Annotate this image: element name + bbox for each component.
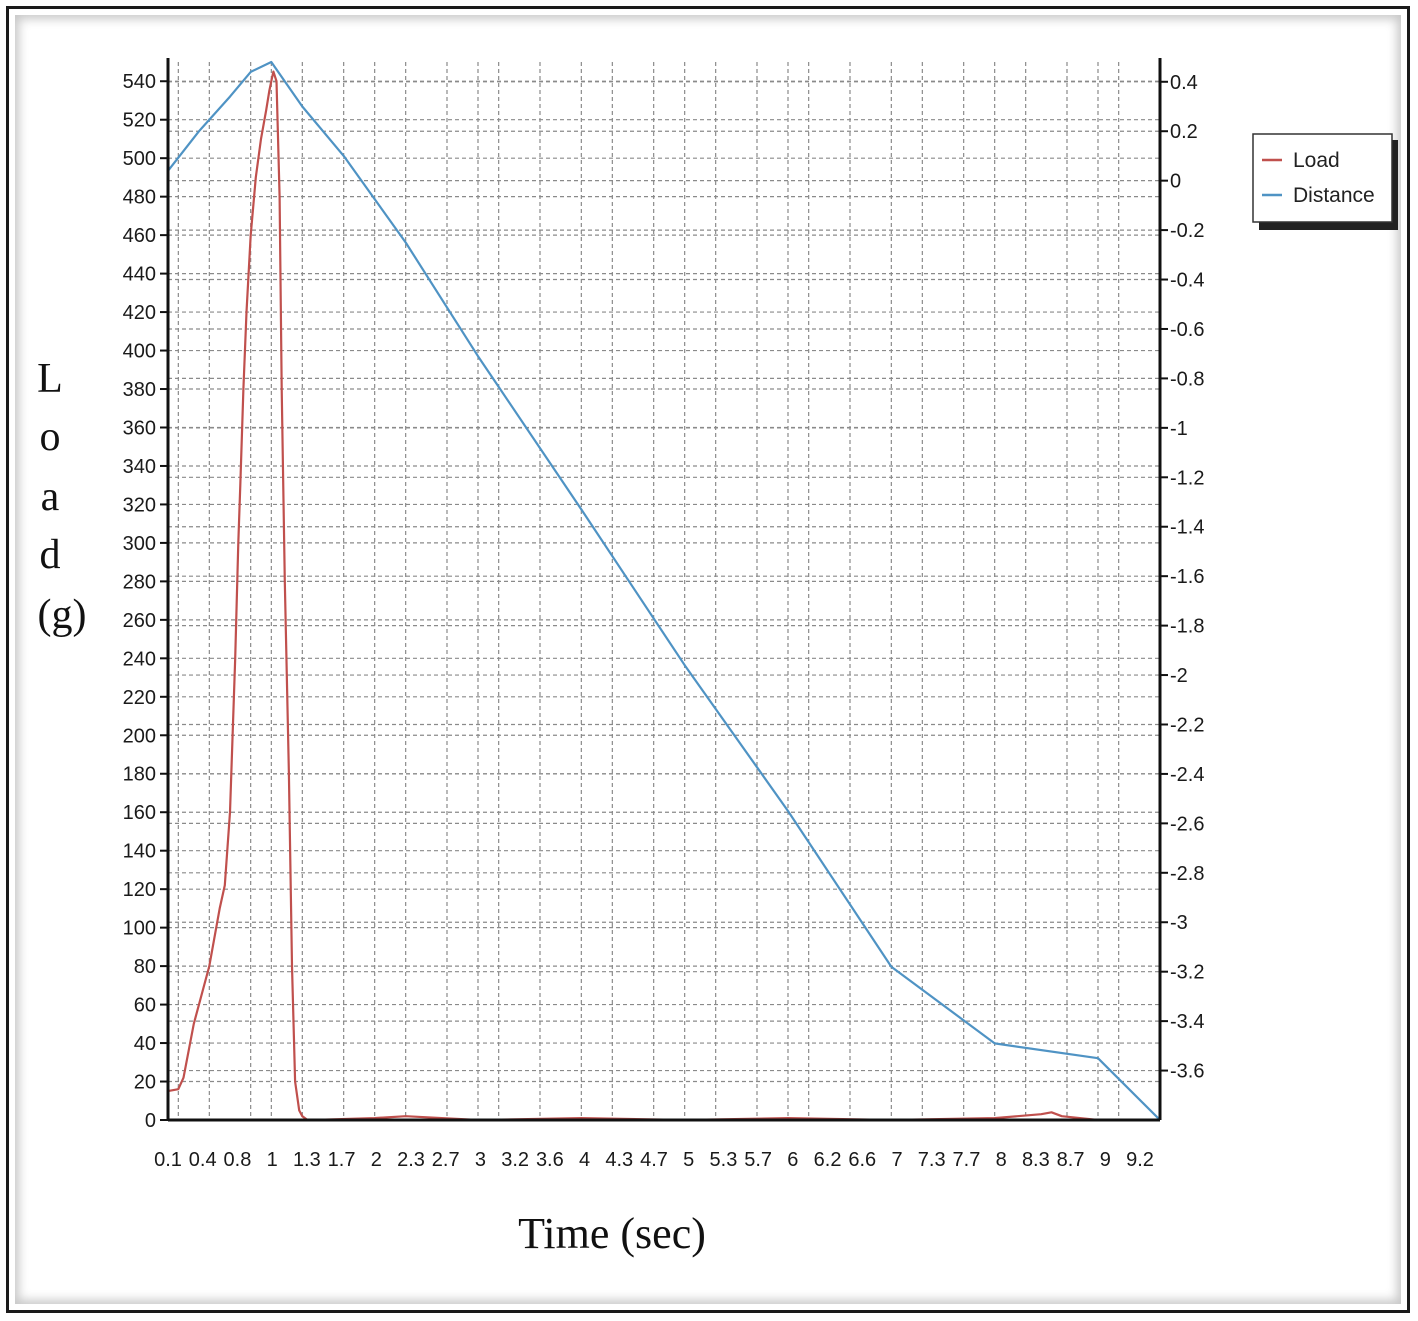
y-axis-label: Load (g) <box>37 356 86 638</box>
x-tick-label-3: 1 <box>267 1149 278 1171</box>
x-tick-label-20: 6.6 <box>848 1149 876 1171</box>
x-tick-label-8: 2.7 <box>432 1149 460 1171</box>
y-left-tick-label-15: 300 <box>123 533 156 555</box>
y-right-tick-label-2: 0 <box>1170 171 1181 193</box>
y-right-tick-label-12: -2 <box>1170 665 1188 687</box>
y-left-tick-label-26: 520 <box>123 110 156 132</box>
x-tick-label-28: 9.2 <box>1126 1149 1154 1171</box>
y-left-tick-label-25: 500 <box>123 148 156 170</box>
y-right-tick-label-1: 0.2 <box>1170 121 1198 143</box>
legend-load-label: Load <box>1293 149 1340 172</box>
y-right-tick-label-3: -0.2 <box>1170 220 1204 242</box>
y-right-tick-label-13: -2.2 <box>1170 714 1204 736</box>
y-left-tick-label-19: 380 <box>123 379 156 401</box>
x-tick-label-16: 5.3 <box>710 1149 738 1171</box>
x-tick-label-23: 7.7 <box>953 1149 981 1171</box>
y-left-tick-labels: 0 20 40 60 80 100 120 140 160 180 200 220 240 260 280 3… <box>123 71 168 1132</box>
grid <box>168 62 1160 1121</box>
y-right-tick-label-11: -1.8 <box>1170 616 1204 638</box>
x-axis-title: Time (sec) <box>518 1209 706 1258</box>
x-tick-label-2: 0.8 <box>224 1149 252 1171</box>
legend: Load Distance <box>1252 133 1398 230</box>
y-left-tick-label-4: 80 <box>134 956 156 978</box>
y-right-tick-label-14: -2.4 <box>1170 764 1204 786</box>
y-left-tick-label-0: 0 <box>145 1110 156 1132</box>
y-right-tick-label-19: -3.4 <box>1170 1011 1204 1033</box>
y-axis-label-letter-1: o <box>40 414 61 460</box>
x-tick-label-10: 3.2 <box>501 1149 529 1171</box>
x-tick-label-22: 7.3 <box>918 1149 946 1171</box>
y-left-tick-label-23: 460 <box>123 225 156 247</box>
x-tick-label-12: 4 <box>579 1149 590 1171</box>
y-left-tick-label-27: 540 <box>123 71 156 93</box>
y-axis-label-letter-2: a <box>41 474 60 520</box>
y-right-tick-label-8: -1.2 <box>1170 467 1204 489</box>
y-axis-label-letter-4: (g) <box>38 592 87 638</box>
x-tick-label-4: 1.3 <box>293 1149 321 1171</box>
x-tick-labels: 0.1 0.4 0.8 1 1.3 1.7 2 2.3 2.7 3 3.2 3.6 4 4.3 4.7 5 5.… <box>154 1149 1154 1171</box>
legend-distance-label: Distance <box>1293 184 1375 207</box>
y-right-tick-label-18: -3.2 <box>1170 962 1204 984</box>
x-tick-label-25: 8.3 <box>1022 1149 1050 1171</box>
x-tick-label-15: 5 <box>683 1149 694 1171</box>
y-right-tick-label-4: -0.4 <box>1170 270 1204 292</box>
y-left-tick-label-7: 140 <box>123 841 156 863</box>
y-left-tick-label-3: 60 <box>134 995 156 1017</box>
y-right-tick-label-5: -0.6 <box>1170 319 1204 341</box>
x-tick-label-11: 3.6 <box>536 1149 564 1171</box>
x-tick-label-14: 4.7 <box>640 1149 668 1171</box>
y-axis-label-letter-3: d <box>40 532 61 578</box>
x-tick-label-19: 6.2 <box>814 1149 842 1171</box>
y-right-tick-labels: 0.4 0.2 0 -0.2 -0.4 -0.6 -0.8 -1 -1.2 -1.4 -1.6 -1.… <box>1160 72 1204 1083</box>
y-left-tick-label-9: 180 <box>123 764 156 786</box>
y-left-tick-label-22: 440 <box>123 264 156 286</box>
y-left-tick-label-21: 420 <box>123 302 156 324</box>
y-left-tick-label-17: 340 <box>123 456 156 478</box>
y-left-tick-label-12: 240 <box>123 648 156 670</box>
figure-frame <box>6 6 1410 1313</box>
x-tick-label-5: 1.7 <box>328 1149 356 1171</box>
y-left-tick-label-10: 200 <box>123 725 156 747</box>
x-tick-label-27: 9 <box>1100 1149 1111 1171</box>
y-left-tick-label-13: 260 <box>123 610 156 632</box>
y-right-tick-label-9: -1.4 <box>1170 517 1204 539</box>
y-left-tick-label-20: 400 <box>123 341 156 363</box>
x-tick-label-9: 3 <box>475 1149 486 1171</box>
series-line-load <box>167 70 1150 1122</box>
y-axis-label-letter-0: L <box>37 356 63 402</box>
axes <box>166 58 1162 1122</box>
y-right-tick-label-16: -2.8 <box>1170 863 1204 885</box>
x-tick-label-17: 5.7 <box>744 1149 772 1171</box>
x-tick-label-26: 8.7 <box>1057 1149 1085 1171</box>
legend-box <box>1252 133 1393 223</box>
y-left-tick-label-5: 100 <box>123 918 156 940</box>
y-right-tick-label-7: -1 <box>1170 418 1188 440</box>
y-left-tick-label-6: 120 <box>123 879 156 901</box>
x-tick-label-24: 8 <box>996 1149 1007 1171</box>
y-right-tick-label-20: -3.6 <box>1170 1061 1204 1083</box>
x-tick-label-6: 2 <box>371 1149 382 1171</box>
y-right-tick-label-15: -2.6 <box>1170 813 1204 835</box>
y-left-tick-label-24: 480 <box>123 187 156 209</box>
y-right-tick-label-0: 0.4 <box>1170 72 1198 94</box>
x-tick-label-7: 2.3 <box>397 1149 425 1171</box>
x-tick-label-0: 0.1 <box>154 1149 182 1171</box>
y-left-tick-label-18: 360 <box>123 417 156 439</box>
series-lines <box>167 60 1161 1122</box>
y-right-tick-label-17: -3 <box>1170 912 1188 934</box>
y-left-tick-label-8: 160 <box>123 802 156 824</box>
x-tick-label-13: 4.3 <box>605 1149 633 1171</box>
x-tick-label-1: 0.4 <box>189 1149 217 1171</box>
x-tick-label-18: 6 <box>787 1149 798 1171</box>
x-tick-label-21: 7 <box>891 1149 902 1171</box>
y-left-tick-label-1: 20 <box>134 1072 156 1094</box>
y-left-tick-label-2: 40 <box>134 1033 156 1055</box>
y-left-tick-label-16: 320 <box>123 494 156 516</box>
y-left-tick-label-14: 280 <box>123 571 156 593</box>
y-left-tick-label-11: 220 <box>123 687 156 709</box>
y-right-tick-label-10: -1.6 <box>1170 566 1204 588</box>
series-line-distance <box>167 60 1161 1121</box>
y-right-tick-label-6: -0.8 <box>1170 368 1204 390</box>
